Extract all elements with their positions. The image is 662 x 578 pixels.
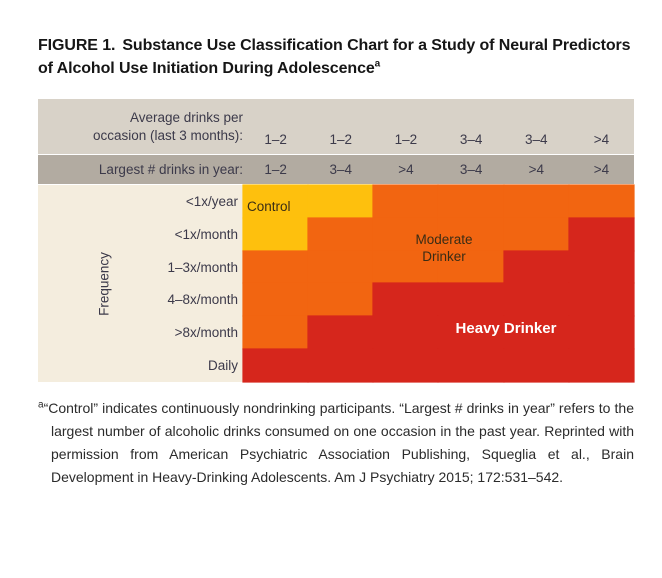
footnote-marker: a	[38, 399, 44, 411]
header-row1-ticks: 1–2 1–2 1–2 3–4 3–4 >4	[243, 99, 634, 154]
avg-drinks-tick-label: 3–4	[525, 132, 548, 147]
grid-cell-moderate	[373, 185, 439, 218]
moderate-label-line1: Moderate	[415, 232, 473, 247]
grid-cell-moderate	[373, 250, 439, 284]
largest-drinks-tick-label: >4	[398, 162, 414, 177]
control-region-label: Control	[247, 199, 291, 214]
moderate-drinker-region-label: Moderate Drinker	[415, 231, 472, 265]
largest-drinks-tick-label: >4	[593, 162, 610, 177]
frequency-row-label: Daily	[207, 358, 238, 374]
grid-cell-heavy	[503, 250, 569, 284]
figure-number-label: FIGURE 1.	[38, 37, 116, 54]
grid-cell-moderate	[308, 250, 374, 284]
frequency-row-label: <1x/month	[174, 226, 238, 242]
chart-body: Frequency <1x/year <1x/month 1–3x/month 4–8…	[38, 185, 634, 382]
largest-drinks-tick-label: 1–2	[264, 162, 287, 177]
largest-drinks-tick-label: 3–4	[329, 162, 353, 177]
footnote-text: “Control” indicates continuously nondrin…	[43, 400, 634, 485]
grid-cell-heavy	[503, 316, 569, 350]
grid-cell-heavy	[503, 349, 569, 382]
grid-cell-heavy	[373, 316, 439, 350]
avg-drinks-header-label: Average drinks per occasion (last 3 mont…	[38, 99, 243, 154]
grid-cell-heavy	[568, 250, 634, 284]
figure-title-superscript: a	[374, 58, 381, 70]
grid-cell-heavy	[373, 349, 439, 382]
grid-cell-control	[243, 185, 309, 218]
moderate-label-line2: Drinker	[422, 249, 466, 264]
grid-cell-heavy	[503, 283, 569, 317]
grid-cell-control	[308, 185, 374, 218]
grid-cell-moderate	[438, 217, 504, 251]
grid-cell-heavy	[438, 349, 504, 382]
grid-cell-moderate	[243, 316, 309, 350]
figure-footnote: a“Control” indicates continuously nondri…	[38, 397, 634, 489]
avg-drinks-tick-label: 1–2	[394, 132, 418, 147]
frequency-row-label: 4–8x/month	[167, 292, 238, 308]
grid-cell-heavy	[568, 349, 634, 382]
grid-cell-moderate	[438, 250, 504, 284]
largest-drinks-header-label: Largest # drinks in year:	[98, 162, 243, 177]
avg-drinks-header-line1: Average drinks per	[129, 110, 243, 125]
grid-cell-moderate	[308, 283, 374, 317]
grid-cell-heavy	[568, 217, 634, 251]
classification-chart: Average drinks per occasion (last 3 mont…	[38, 99, 634, 382]
column-header-row-largest-drinks: Largest # drinks in year: 1–2 3–4 >4 3–4 >4 >…	[38, 155, 634, 185]
frequency-row-label: >8x/month	[174, 325, 238, 341]
avg-drinks-tick-label: 3–4	[459, 132, 483, 147]
grid-cell-moderate	[243, 283, 309, 317]
grid-cell-moderate	[503, 185, 569, 218]
grid-cell-moderate	[243, 250, 309, 284]
largest-drinks-tick-label: 3–4	[459, 162, 483, 177]
grid-cell-heavy	[373, 283, 439, 317]
figure-title-text: Substance Use Classification Chart for a…	[38, 37, 631, 77]
avg-drinks-header-line2: occasion (last 3 months):	[92, 128, 243, 143]
grid-cell-heavy	[308, 349, 374, 382]
figure-title: FIGURE 1. Substance Use Classification Ch…	[38, 34, 636, 80]
grid-cell-moderate	[438, 185, 504, 218]
grid-cell-heavy	[568, 316, 634, 350]
largest-drinks-tick-label: >4	[528, 162, 544, 177]
grid-cell-heavy	[568, 283, 634, 317]
grid-cell-moderate	[568, 185, 634, 218]
avg-drinks-tick-label: >4	[593, 132, 610, 147]
row-labels-column: Frequency <1x/year <1x/month 1–3x/month 4–8…	[38, 185, 243, 382]
grid-cell-moderate	[373, 217, 439, 251]
avg-drinks-tick-label: 1–2	[264, 132, 287, 147]
grid-cell-heavy	[438, 283, 504, 317]
column-header-row-avg-drinks: Average drinks per occasion (last 3 mont…	[38, 99, 634, 155]
grid-cell-moderate	[308, 217, 374, 251]
grid-cell-control	[243, 217, 309, 251]
figure-page: FIGURE 1. Substance Use Classification Ch…	[0, 34, 662, 578]
header-row2-ticks: 1–2 3–4 >4 3–4 >4 >4	[243, 155, 634, 184]
grid-cell-heavy	[243, 349, 309, 382]
frequency-axis-label: Frequency	[96, 251, 112, 316]
grid-cell-moderate	[503, 217, 569, 251]
grid-cell-heavy	[438, 316, 504, 350]
frequency-row-label: 1–3x/month	[167, 259, 238, 275]
grid-cell-heavy	[308, 316, 374, 350]
avg-drinks-tick-label: 1–2	[329, 132, 353, 147]
heavy-drinker-region-label: Heavy Drinker	[455, 320, 557, 337]
classification-grid: Control Moderate Drinker Heavy Drinker	[243, 185, 634, 382]
frequency-row-label: <1x/year	[185, 193, 238, 209]
